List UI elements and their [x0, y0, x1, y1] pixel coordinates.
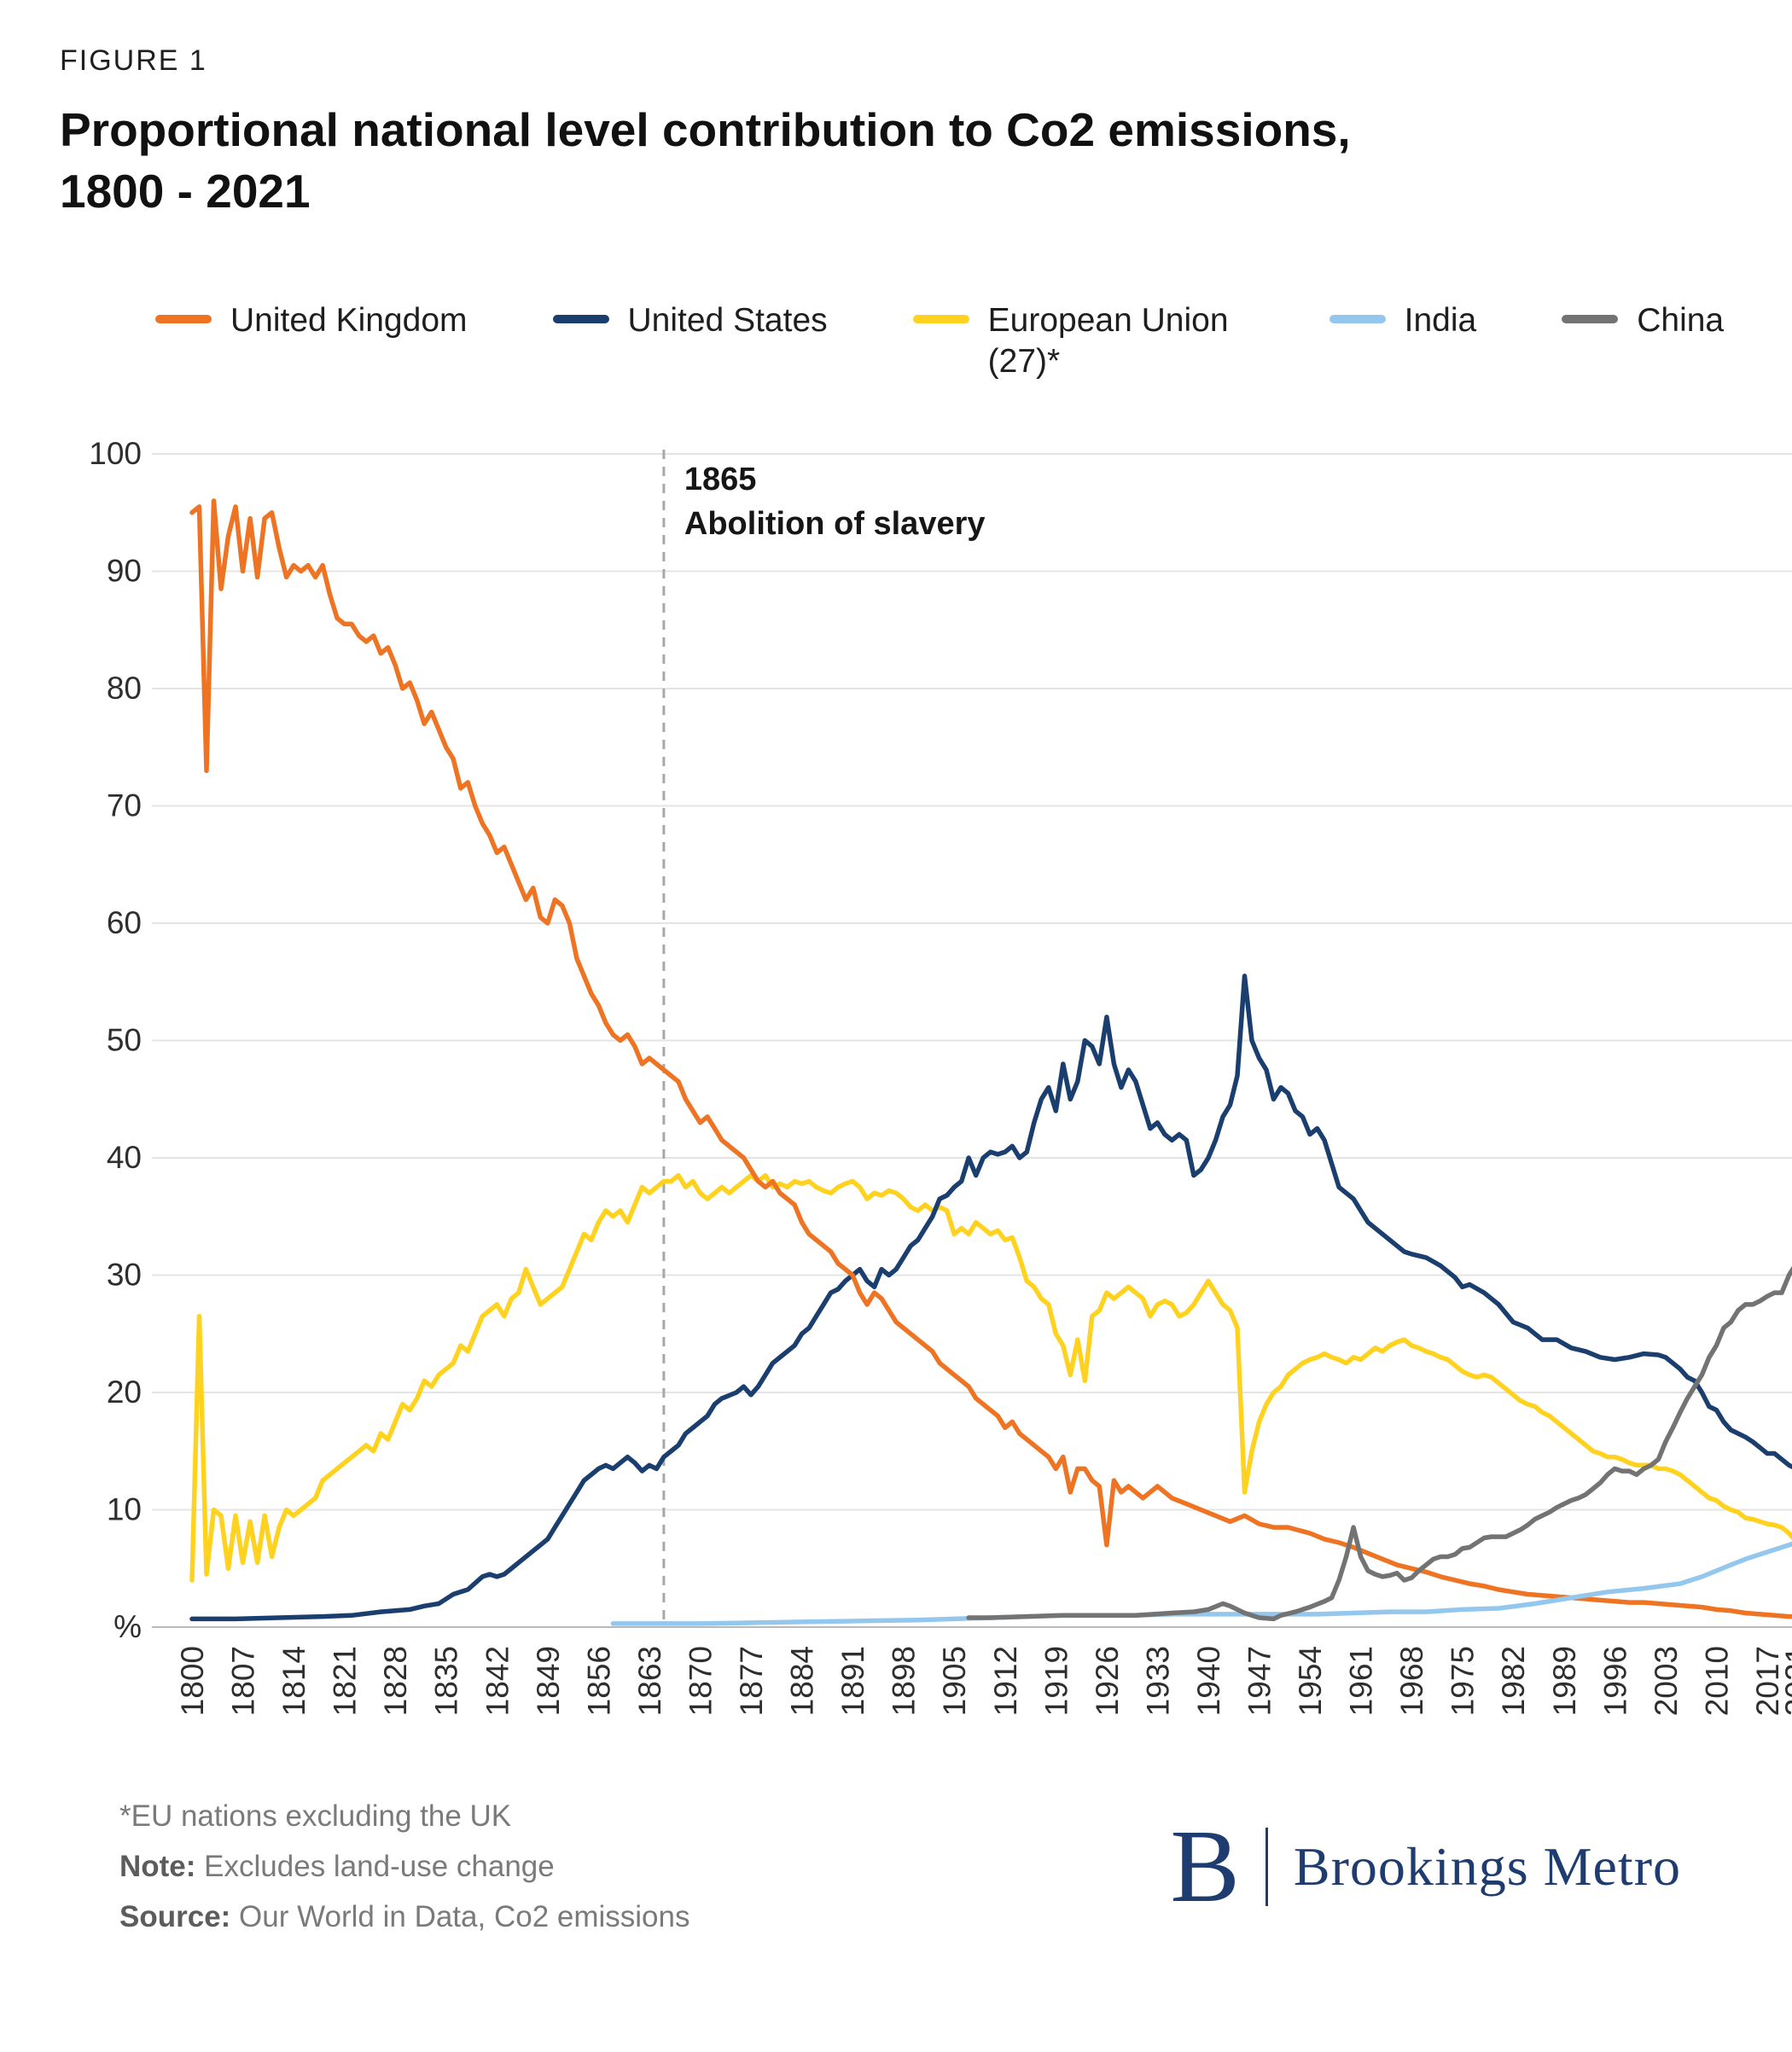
y-tick-label-60: 60 — [107, 905, 142, 940]
legend-item-united-states: United States — [552, 300, 828, 341]
x-tick-label-1870: 1870 — [684, 1646, 719, 1716]
footnote-note: Note: Excludes land-use change — [119, 1842, 689, 1892]
legend-label-united-states: United States — [627, 302, 828, 339]
y-tick-label-%: % — [113, 1609, 142, 1644]
x-tick-label-1898: 1898 — [887, 1646, 922, 1716]
x-tick-label-1912: 1912 — [988, 1646, 1023, 1716]
x-tick-label-1947: 1947 — [1242, 1646, 1277, 1716]
legend-item-china: China — [1562, 300, 1724, 341]
footnotes: *EU nations excluding the UK Note: Exclu… — [119, 1792, 689, 1942]
y-tick-label-80: 80 — [107, 671, 142, 706]
x-tick-label-1856: 1856 — [581, 1646, 616, 1716]
legend-swatch-china — [1562, 315, 1619, 323]
title-line-2: 1800 - 2021 — [60, 164, 311, 218]
footer: *EU nations excluding the UK Note: Exclu… — [60, 1792, 1741, 1942]
figure-page: FIGURE 1 Proportional national level con… — [60, 44, 1792, 1942]
legend-item-european-union: European Union (27)* — [912, 300, 1244, 381]
brookings-logo-name: Brookings Metro — [1293, 1836, 1681, 1898]
y-tick-label-50: 50 — [107, 1023, 142, 1058]
x-tick-label-1919: 1919 — [1039, 1646, 1073, 1716]
x-tick-label-1849: 1849 — [531, 1646, 566, 1716]
series-line-united-kingdom — [189, 498, 1792, 1619]
series-line-european-union-27 — [189, 1173, 1792, 1583]
x-tick-label-1940: 1940 — [1191, 1646, 1226, 1716]
logo-divider — [1265, 1828, 1268, 1907]
figure-label: FIGURE 1 — [60, 44, 207, 77]
y-tick-label-90: 90 — [107, 554, 142, 589]
x-tick-label-1989: 1989 — [1547, 1646, 1582, 1716]
y-tick-label-10: 10 — [107, 1492, 142, 1527]
series-line-india — [610, 1541, 1792, 1626]
footnote-eu-definition: *EU nations excluding the UK — [119, 1799, 512, 1834]
legend-swatch-united-states — [552, 315, 609, 323]
x-tick-label-1863: 1863 — [632, 1646, 667, 1716]
legend-label-european-union: European Union (27)* — [987, 302, 1229, 380]
x-tick-label-1954: 1954 — [1293, 1646, 1328, 1716]
annotation-year: 1865 — [684, 462, 757, 497]
x-tick-label-1835: 1835 — [429, 1646, 464, 1716]
x-tick-label-2010: 2010 — [1699, 1646, 1734, 1716]
page-title: Proportional national level contribution… — [60, 100, 1596, 222]
x-tick-label-2003: 2003 — [1649, 1646, 1684, 1716]
legend-label-china: China — [1637, 302, 1725, 339]
x-tick-label-1975: 1975 — [1446, 1646, 1481, 1716]
y-tick-label-30: 30 — [107, 1258, 142, 1293]
x-tick-label-2017: 2017 — [1750, 1646, 1785, 1716]
footnote-note-label: Note: — [119, 1849, 196, 1883]
x-tick-label-1828: 1828 — [378, 1646, 413, 1716]
footnote-note-text: Excludes land-use change — [204, 1849, 555, 1883]
y-tick-label-40: 40 — [107, 1140, 142, 1175]
title-line-1: Proportional national level contribution… — [60, 103, 1351, 156]
x-tick-label-1814: 1814 — [276, 1646, 311, 1716]
y-tick-label-70: 70 — [107, 788, 142, 823]
legend-item-india: India — [1329, 300, 1477, 341]
series-line-united-states — [189, 974, 1792, 1622]
footnote-source: Source: Our World in Data, Co2 emissions — [119, 1892, 689, 1943]
footnote-source-label: Source: — [119, 1899, 231, 1933]
y-tick-label-100: 100 — [89, 436, 142, 471]
x-tick-label-1877: 1877 — [734, 1646, 769, 1716]
x-tick-label-1800: 1800 — [175, 1646, 210, 1716]
x-tick-label-1891: 1891 — [835, 1646, 870, 1716]
x-tick-label-1961: 1961 — [1344, 1646, 1379, 1716]
x-tick-label-1996: 1996 — [1597, 1646, 1632, 1716]
x-tick-label-1982: 1982 — [1496, 1646, 1531, 1716]
x-tick-label-1933: 1933 — [1140, 1646, 1175, 1716]
legend-swatch-united-kingdom — [155, 315, 212, 323]
legend-label-united-kingdom: United Kingdom — [230, 302, 468, 339]
footnote-source-text: Our World in Data, Co2 emissions — [239, 1899, 690, 1933]
series-line-china — [966, 1265, 1792, 1622]
y-tick-label-20: 20 — [107, 1375, 142, 1410]
x-tick-label-1905: 1905 — [937, 1646, 972, 1716]
legend-label-india: India — [1404, 302, 1477, 339]
x-tick-label-1821: 1821 — [328, 1646, 363, 1716]
x-tick-label-1842: 1842 — [480, 1646, 515, 1716]
legend-swatch-european-union — [912, 315, 969, 323]
brookings-metro-logo: B Brookings Metro — [1171, 1815, 1681, 1919]
x-tick-label-2021: 2021 — [1779, 1646, 1792, 1716]
legend-swatch-india — [1329, 315, 1386, 323]
x-tick-label-1807: 1807 — [226, 1646, 261, 1716]
annotation-text: Abolition of slavery — [684, 506, 986, 542]
x-tick-label-1884: 1884 — [785, 1646, 820, 1716]
legend-item-united-kingdom: United Kingdom — [155, 300, 468, 341]
chart-legend: United Kingdom United States European Un… — [155, 300, 1741, 381]
brookings-logo-mark: B — [1170, 1809, 1240, 1925]
x-tick-label-1926: 1926 — [1090, 1646, 1125, 1716]
x-tick-label-1968: 1968 — [1394, 1646, 1429, 1716]
